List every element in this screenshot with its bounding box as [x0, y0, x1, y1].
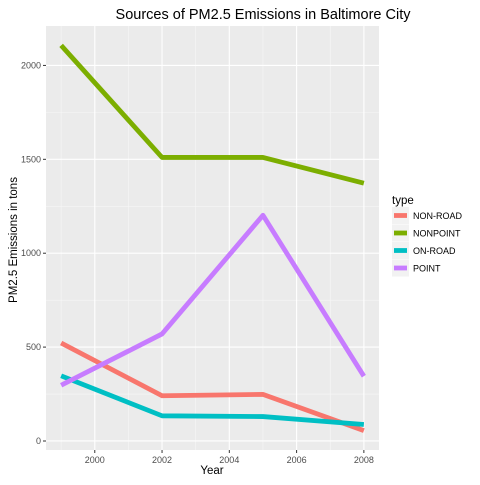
x-tick-label: 2008 — [354, 455, 374, 465]
x-tick-label: 2002 — [152, 455, 172, 465]
y-tick-label: 2000 — [21, 60, 41, 70]
x-tick-label: 2000 — [85, 455, 105, 465]
legend-title: type — [392, 195, 414, 207]
plot-background — [46, 26, 379, 450]
legend-label: NONPOINT — [413, 229, 461, 239]
y-tick-label: 1000 — [21, 248, 41, 258]
plot-panel — [46, 26, 379, 450]
y-axis-title: PM2.5 Emissions in tons — [8, 177, 20, 303]
y-tick-label: 1500 — [21, 154, 41, 164]
x-axis-title: Year — [200, 465, 223, 477]
y-tick-label: 0 — [36, 436, 41, 446]
x-tick-label: 2004 — [219, 455, 239, 465]
chart-title: Sources of PM2.5 Emissions in Baltimore … — [116, 7, 412, 23]
legend-label: NON-ROAD — [413, 211, 462, 221]
x-tick-label: 2006 — [287, 455, 307, 465]
legend-label: POINT — [413, 264, 441, 274]
legend-label: ON-ROAD — [413, 246, 456, 256]
y-tick-label: 500 — [26, 342, 41, 352]
